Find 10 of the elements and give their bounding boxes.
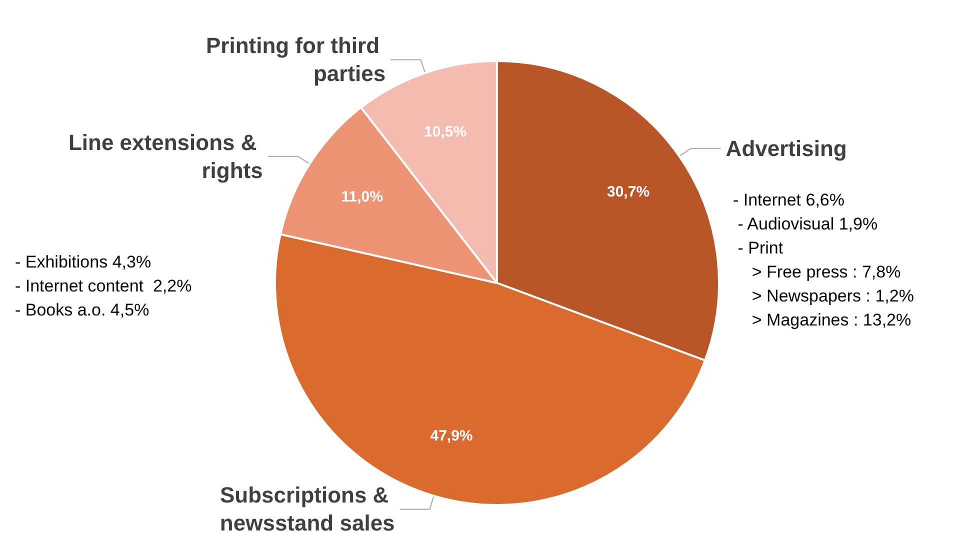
slice-label: Line extensions & rights [68,130,263,183]
data-label: 47,9% [430,428,473,445]
data-label: 10,5% [424,123,467,140]
data-label: 30,7% [606,183,650,200]
text: - Internet 6,6% - Audiovisual 1,9% - Print > Free press : 7,8% > Newspapers : 1,2% > Magazines : 13,2% [733,190,914,330]
slice-label: Subscriptions & newsstand sales [220,482,395,536]
slice-label: Advertising [726,136,847,161]
text: - Exhibitions 4,3% - Internet content 2,2% - Books a.o. 4,5% [15,252,192,320]
slice-label: Printing for third parties [206,33,386,86]
data-label: 11,0% [341,188,383,206]
